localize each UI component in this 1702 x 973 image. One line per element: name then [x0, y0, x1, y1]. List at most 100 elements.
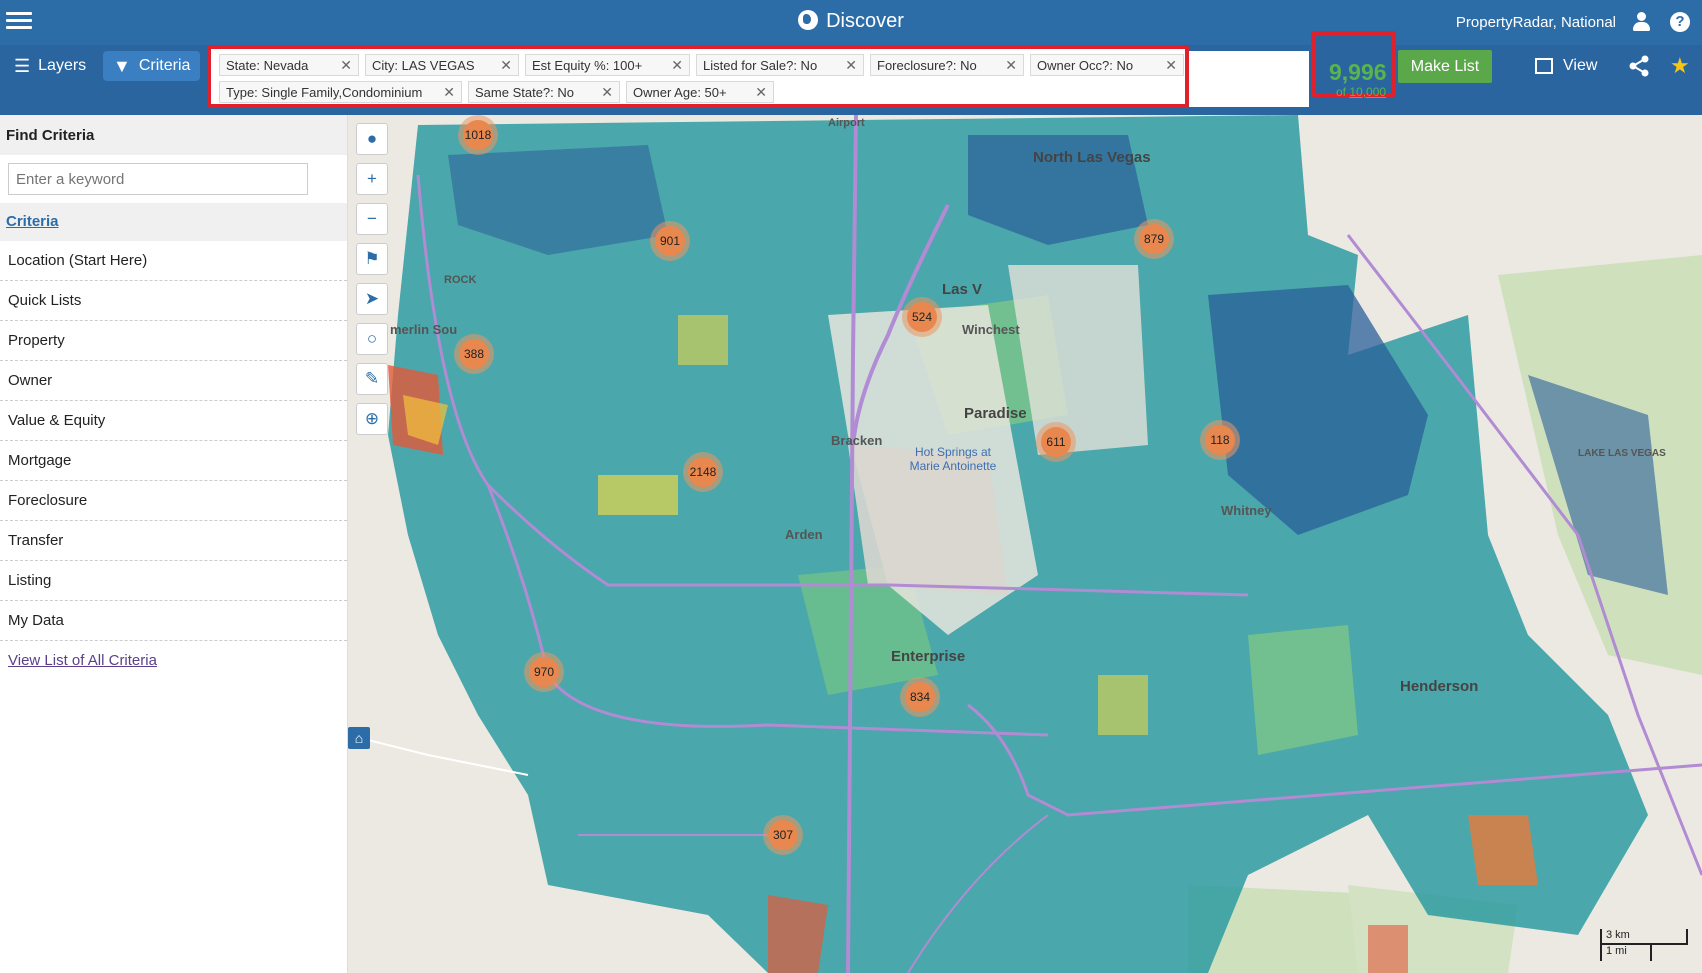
close-icon[interactable]: ✕	[671, 56, 683, 73]
sidebar-item-listing[interactable]: Listing	[0, 561, 347, 601]
cluster-marker[interactable]: 834	[900, 677, 940, 717]
filters-input-area[interactable]	[1189, 51, 1309, 107]
close-icon[interactable]: ✕	[1165, 56, 1177, 73]
filter-chip-type[interactable]: Type: Single Family,Condominium ✕	[219, 81, 462, 103]
place-label: Winchest	[962, 322, 1020, 337]
close-icon[interactable]: ✕	[601, 83, 613, 100]
sidebar-item-owner[interactable]: Owner	[0, 361, 347, 401]
top-bar: Discover PropertyRadar, National ?	[0, 0, 1702, 45]
help-icon[interactable]: ?	[1670, 12, 1690, 32]
filter-chip-same-state[interactable]: Same State?: No ✕	[468, 81, 620, 103]
criteria-section: Criteria	[0, 203, 347, 241]
account-name[interactable]: PropertyRadar, National	[1455, 14, 1616, 31]
filter-chip-city[interactable]: City: LAS VEGAS ✕	[365, 54, 519, 76]
cluster-marker[interactable]: 388	[454, 334, 494, 374]
app-title-text: Discover	[826, 10, 904, 32]
cluster-marker[interactable]: 524	[902, 297, 942, 337]
pin-icon[interactable]: ⚑	[356, 243, 388, 275]
all-criteria-link[interactable]: View List of All Criteria	[8, 652, 157, 669]
ruler-icon[interactable]: ✎	[356, 363, 388, 395]
sidebar-item-foreclosure[interactable]: Foreclosure	[0, 481, 347, 521]
result-count-box: 9,996 of 10,000	[1311, 31, 1396, 99]
layers-label: Layers	[38, 57, 87, 74]
sidebar-item-property[interactable]: Property	[0, 321, 347, 361]
chip-label: Owner Occ?: No	[1037, 57, 1134, 73]
map-icon	[1535, 58, 1553, 74]
globe-icon	[798, 10, 819, 30]
home-icon[interactable]: ⌂	[348, 727, 370, 749]
filters-row-1: State: Nevada ✕ City: LAS VEGAS ✕ Est Equi…	[219, 54, 1190, 76]
criteria-link[interactable]: Criteria	[6, 213, 59, 230]
sidebar: Find Criteria Criteria Location (Start H…	[0, 115, 348, 973]
place-label: Whitney	[1221, 503, 1272, 518]
cluster-marker[interactable]: 307	[763, 815, 803, 855]
close-icon[interactable]: ✕	[340, 56, 352, 73]
sidebar-item-transfer[interactable]: Transfer	[0, 521, 347, 561]
filters-row-2: Type: Single Family,Condominium ✕ Same St…	[219, 81, 780, 103]
sidebar-item-quick-lists[interactable]: Quick Lists	[0, 281, 347, 321]
zoom-in-icon[interactable]: +	[356, 163, 388, 195]
scale-km: 3 km	[1600, 929, 1688, 945]
result-count: 9,996	[1329, 59, 1387, 85]
place-label: Hot Springs at Marie Antoinette	[909, 445, 997, 473]
sidebar-item-value-equity[interactable]: Value & Equity	[0, 401, 347, 441]
layers-button[interactable]: ☰ Layers	[4, 51, 96, 81]
place-label: Las V	[942, 281, 983, 298]
cluster-marker[interactable]: 1018	[458, 115, 498, 155]
all-criteria-section: View List of All Criteria	[0, 641, 347, 680]
make-list-button[interactable]: Make List	[1398, 50, 1492, 83]
user-icon[interactable]	[1632, 12, 1650, 32]
map-view[interactable]: 1018 901 879 524 388 611 118 2148 970 83…	[348, 115, 1702, 973]
close-icon[interactable]: ✕	[755, 83, 767, 100]
map-scale: 3 km 1 mi	[1600, 929, 1690, 963]
filter-chip-listed[interactable]: Listed for Sale?: No ✕	[696, 54, 864, 76]
cluster-marker[interactable]: 879	[1134, 219, 1174, 259]
toolbar: ☰ Layers ▼ Criteria State: Nevada ✕ City:…	[0, 31, 1702, 115]
search-input[interactable]	[8, 163, 308, 195]
sidebar-item-mortgage[interactable]: Mortgage	[0, 441, 347, 481]
app-title: Discover	[0, 10, 1702, 33]
criteria-button[interactable]: ▼ Criteria	[103, 51, 201, 81]
close-icon[interactable]: ✕	[500, 56, 512, 73]
view-button[interactable]: View	[1535, 57, 1597, 75]
star-icon[interactable]: ★	[1670, 53, 1690, 78]
sidebar-item-my-data[interactable]: My Data	[0, 601, 347, 641]
place-label: Enterprise	[891, 648, 966, 665]
scale-mi: 1 mi	[1600, 945, 1652, 961]
chip-label: Est Equity %: 100+	[532, 57, 643, 73]
menu-icon[interactable]	[6, 9, 32, 33]
place-label: merlin Sou	[390, 322, 458, 337]
close-icon[interactable]: ✕	[443, 83, 455, 100]
navigation-icon[interactable]: ➤	[356, 283, 388, 315]
filter-chip-owner-age[interactable]: Owner Age: 50+ ✕	[626, 81, 774, 103]
result-limit-link[interactable]: 10,000	[1349, 85, 1387, 99]
filter-chip-owner-occ[interactable]: Owner Occ?: No ✕	[1030, 54, 1184, 76]
place-label: Bracken	[831, 433, 883, 448]
place-label: North Las Vegas	[1033, 149, 1151, 166]
globe-icon[interactable]: ○	[356, 323, 388, 355]
cluster-marker[interactable]: 901	[650, 221, 690, 261]
close-icon[interactable]: ✕	[845, 56, 857, 73]
share-icon[interactable]	[1628, 55, 1650, 77]
chip-label: Same State?: No	[475, 84, 574, 100]
cluster-marker[interactable]: 970	[524, 652, 564, 692]
active-filters: State: Nevada ✕ City: LAS VEGAS ✕ Est Equi…	[207, 45, 1189, 108]
sidebar-item-location[interactable]: Location (Start Here)	[0, 241, 347, 281]
layers-icon: ☰	[14, 55, 31, 76]
filter-chip-state[interactable]: State: Nevada ✕	[219, 54, 359, 76]
cluster-marker[interactable]: 611	[1036, 422, 1076, 462]
cluster-marker[interactable]: 118	[1200, 420, 1240, 460]
map-tools: ● + − ⚑ ➤ ○ ✎ ⊕	[356, 123, 388, 443]
result-limit: of 10,000	[1336, 85, 1387, 99]
user-location-icon[interactable]: ●	[356, 123, 388, 155]
place-label: Arden	[785, 527, 823, 542]
filter-chip-foreclosure[interactable]: Foreclosure?: No ✕	[870, 54, 1024, 76]
close-icon[interactable]: ✕	[1005, 56, 1017, 73]
zoom-out-icon[interactable]: −	[356, 203, 388, 235]
map-canvas	[348, 115, 1702, 973]
chip-label: Foreclosure?: No	[877, 57, 977, 73]
locate-icon[interactable]: ⊕	[356, 403, 388, 435]
view-label: View	[1563, 57, 1598, 74]
cluster-marker[interactable]: 2148	[683, 452, 723, 492]
filter-chip-equity[interactable]: Est Equity %: 100+ ✕	[525, 54, 690, 76]
